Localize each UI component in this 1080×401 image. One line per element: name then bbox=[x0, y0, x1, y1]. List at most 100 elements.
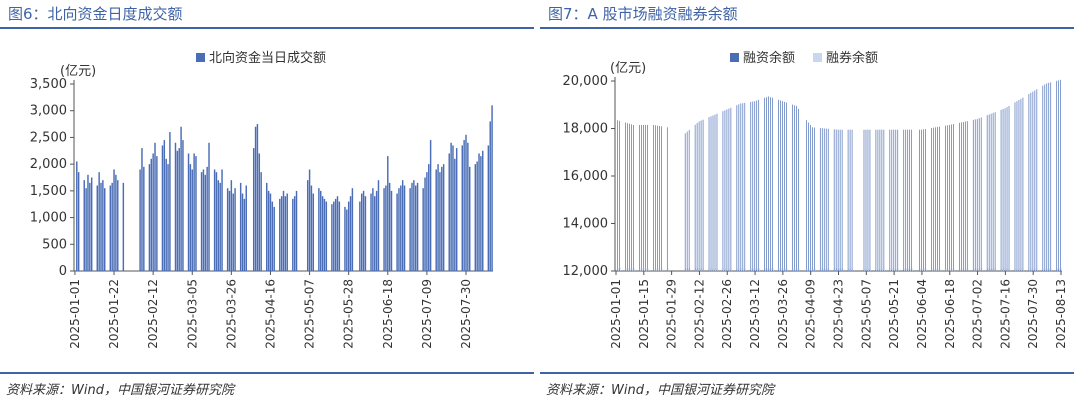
turnover-bar bbox=[100, 182, 102, 271]
turnover-bar bbox=[202, 169, 205, 271]
turnover-bar bbox=[468, 166, 471, 271]
securities-lending-balance-bar bbox=[906, 268, 907, 271]
financing-balance-bar bbox=[923, 129, 924, 271]
financing-balance-bar bbox=[619, 120, 620, 271]
turnover-bar bbox=[256, 124, 259, 271]
securities-lending-balance-bar bbox=[743, 268, 744, 271]
securities-lending-balance-bar bbox=[890, 268, 891, 271]
source-note: 资料来源：Wind，中国银河证券研究院 bbox=[6, 383, 234, 398]
securities-lending-balance-bar bbox=[641, 268, 643, 271]
turnover-bar bbox=[102, 180, 104, 271]
financing-balance-bar bbox=[891, 129, 893, 271]
figure-title: 图6：北向资金日度成交额 bbox=[8, 5, 183, 23]
x-tick-label: 2025-01-01 bbox=[609, 279, 623, 349]
turnover-bar bbox=[254, 126, 257, 271]
turnover-bar bbox=[234, 188, 236, 271]
financing-balance-bar bbox=[1044, 84, 1046, 271]
x-tick-label: 2025-05-07 bbox=[303, 279, 317, 349]
securities-lending-balance-bar bbox=[709, 268, 711, 271]
securities-lending-balance-bar bbox=[908, 268, 909, 271]
turnover-bar bbox=[351, 188, 354, 271]
left-figure: 图6：北向资金日度成交额 0 500 1,000 1,500 2,000 2,500 3,0… bbox=[0, 5, 534, 398]
financing-balance-bar bbox=[1020, 98, 1022, 271]
turnover-bar bbox=[217, 180, 220, 271]
turnover-bar bbox=[450, 142, 452, 271]
y-tick-label: 3,000 bbox=[30, 104, 67, 119]
y-tick-label: 0 bbox=[59, 264, 67, 279]
securities-lending-balance-bar bbox=[828, 268, 830, 271]
securities-lending-balance-bar bbox=[715, 268, 717, 271]
financing-balance-bar bbox=[911, 129, 913, 271]
turnover-bar bbox=[282, 190, 285, 271]
turnover-bar bbox=[150, 158, 153, 271]
securities-lending-balance-bar bbox=[729, 268, 730, 271]
source-rule bbox=[0, 372, 534, 374]
turnover-bar bbox=[76, 161, 78, 271]
financing-balance-bar bbox=[653, 124, 654, 271]
financing-balance-bar bbox=[847, 129, 849, 271]
turnover-bar bbox=[463, 140, 465, 271]
securities-lending-balance-bar bbox=[792, 268, 794, 271]
financing-balance-bar bbox=[758, 99, 760, 272]
turnover-bar bbox=[279, 198, 281, 271]
securities-lending-balance-bar bbox=[745, 268, 746, 271]
securities-lending-balance-bar bbox=[772, 268, 774, 271]
financing-balance-bar bbox=[959, 122, 960, 272]
turnover-bar bbox=[359, 201, 361, 271]
financing-balance-bar bbox=[694, 124, 696, 272]
securities-lending-balance-bar bbox=[786, 268, 788, 271]
securities-lending-balance-bar bbox=[870, 268, 871, 271]
financing-balance-bar bbox=[905, 129, 907, 271]
financing-balance-bar bbox=[702, 119, 704, 271]
financing-balance-bar bbox=[947, 125, 948, 271]
turnover-bar bbox=[193, 153, 195, 271]
turnover-bar bbox=[448, 153, 450, 271]
securities-lending-balance-bar bbox=[919, 268, 921, 271]
securities-lending-balance-bar bbox=[1049, 268, 1050, 271]
margin-balance-chart: 12,000 14,000 16,000 18,000 20,000(亿元) 2025-0… bbox=[563, 50, 1069, 349]
securities-lending-balance-bar bbox=[731, 268, 732, 271]
turnover-bar bbox=[292, 198, 294, 271]
turnover-bar bbox=[243, 198, 246, 271]
y-tick-label: 16,000 bbox=[563, 169, 609, 184]
x-tick-label: 2025-06-18 bbox=[943, 279, 957, 349]
turnover-bar bbox=[200, 172, 203, 271]
turnover-bar bbox=[293, 196, 296, 271]
financing-balance-bar bbox=[798, 108, 799, 271]
securities-lending-balance-bar bbox=[822, 268, 824, 271]
turnover-bar bbox=[435, 169, 437, 271]
turnover-bar bbox=[98, 172, 100, 271]
financing-balance-bar bbox=[696, 123, 698, 271]
financing-balance-bar bbox=[960, 122, 962, 272]
x-tick-label: 2025-03-05 bbox=[185, 279, 199, 349]
financing-balance-bar bbox=[754, 101, 756, 271]
turnover-bar bbox=[143, 166, 145, 271]
financing-balance-bar bbox=[806, 120, 807, 271]
securities-lending-balance-bar bbox=[625, 268, 627, 271]
securities-lending-balance-bar bbox=[991, 268, 993, 271]
securities-lending-balance-bar bbox=[703, 268, 705, 271]
turnover-bar bbox=[83, 180, 85, 271]
financing-balance-bar bbox=[988, 114, 990, 271]
securities-lending-balance-bar bbox=[1037, 268, 1038, 271]
y-tick-label: 12,000 bbox=[563, 264, 609, 279]
financing-balance-bar bbox=[657, 125, 658, 271]
securities-lending-balance-bar bbox=[987, 268, 989, 271]
financing-balance-bar bbox=[708, 117, 710, 271]
turnover-bar bbox=[478, 153, 480, 271]
financing-balance-bar bbox=[893, 129, 895, 271]
securities-lending-balance-bar bbox=[842, 268, 844, 271]
securities-lending-balance-bar bbox=[689, 268, 691, 271]
financing-balance-bar bbox=[780, 100, 781, 271]
financing-balance-bar bbox=[722, 111, 724, 271]
securities-lending-balance-bar bbox=[904, 268, 905, 271]
securities-lending-balance-bar bbox=[989, 268, 991, 271]
securities-lending-balance-bar bbox=[864, 268, 866, 271]
x-tick-label: 2025-06-04 bbox=[915, 279, 929, 349]
turnover-bar bbox=[174, 142, 177, 271]
financing-balance-bar bbox=[933, 127, 934, 271]
securities-lending-balance-bar bbox=[627, 268, 629, 271]
financing-balance-bar bbox=[949, 124, 950, 271]
turnover-bar bbox=[372, 188, 374, 271]
turnover-bar bbox=[331, 204, 333, 271]
